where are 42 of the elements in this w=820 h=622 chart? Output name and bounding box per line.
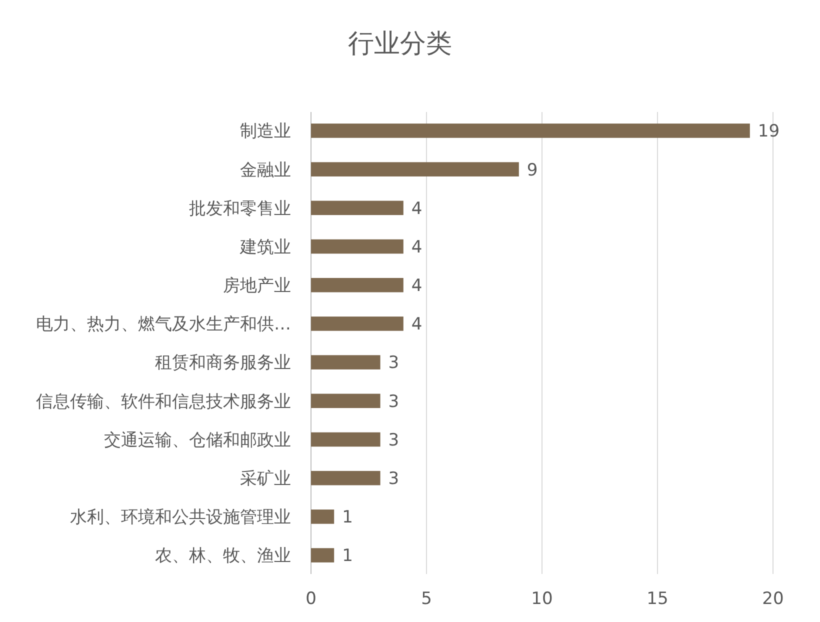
x-tick-label: 5 [421,589,432,609]
bar [311,316,404,331]
data-label: 9 [526,160,538,180]
bar [311,548,334,562]
y-tick-label: 电力、热力、燃气及水生产和供… [36,314,291,335]
data-label: 4 [411,198,422,219]
data-label: 4 [411,237,422,258]
bar [311,432,380,447]
bar [311,355,380,370]
y-tick-label: 制造业 [240,122,291,142]
bar [311,200,404,216]
y-tick-label: 采矿业 [240,469,291,490]
y-tick-label: 交通运输、仓储和邮政业 [104,430,291,450]
x-tick-label: 10 [531,589,553,609]
bar [311,394,380,408]
data-label: 4 [411,276,422,296]
data-label: 1 [342,508,353,528]
data-label: 3 [388,392,400,412]
y-tick-label: 批发和零售业 [189,198,291,219]
data-label: 3 [388,469,400,490]
chart-title: 行业分类 [348,29,452,59]
data-label: 19 [758,122,780,142]
x-tick-label: 20 [762,589,784,609]
y-tick-label: 信息传输、软件和信息技术服务业 [36,392,291,412]
bar [311,470,380,486]
bar [311,124,750,138]
bar [311,239,404,254]
y-tick-label: 金融业 [240,160,291,180]
x-tick-label: 0 [306,589,316,609]
x-tick-label: 15 [646,589,668,609]
bar [311,278,404,292]
data-label: 3 [388,430,400,450]
data-label: 4 [411,314,422,335]
y-tick-label: 水利、环境和公共设施管理业 [70,508,291,528]
y-tick-label: 建筑业 [239,237,291,258]
y-tick-label: 农、林、牧、渔业 [155,546,291,566]
data-label: 3 [388,353,400,374]
data-label: 1 [342,546,353,566]
y-tick-label: 房地产业 [223,276,291,296]
bar [311,162,519,176]
y-tick-label: 租赁和商务服务业 [155,353,291,374]
bar [311,510,334,524]
